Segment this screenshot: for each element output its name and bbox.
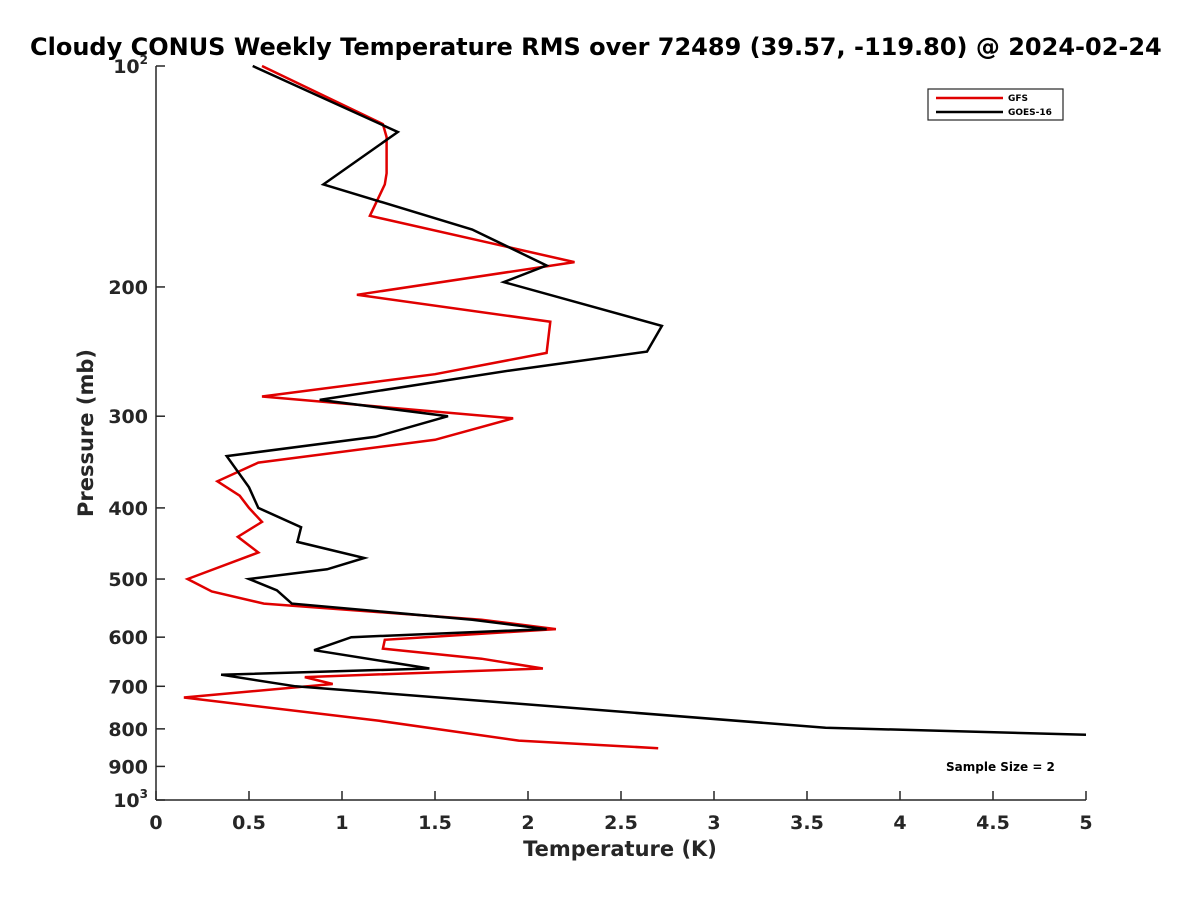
y-tick-label: 102 (113, 53, 148, 78)
series-line-gfs (183, 64, 659, 750)
y-tick-base: 800 (108, 719, 148, 741)
chart-title: Cloudy CONUS Weekly Temperature RMS over… (30, 33, 1162, 61)
y-tick-label: 103 (113, 787, 148, 812)
y-tick-label: 800 (108, 719, 148, 741)
y-tick-label: 600 (108, 627, 148, 649)
y-tick-exponent: 3 (140, 787, 148, 801)
y-tick-label: 500 (108, 569, 148, 591)
y-tick-exponent: 2 (140, 53, 148, 67)
y-tick-base: 500 (108, 569, 148, 591)
legend: GFS GOES-16 (927, 88, 1064, 121)
y-tick-base: 700 (108, 676, 148, 698)
sample-size-note: Sample Size = 2 (946, 760, 1055, 774)
y-tick-base: 300 (108, 406, 148, 428)
legend-label: GFS (1008, 94, 1028, 104)
legend-box (927, 88, 1064, 121)
x-axis-label: Temperature (K) (523, 837, 717, 861)
y-tick-base: 200 (108, 277, 148, 299)
x-tick-label: 2.5 (604, 812, 638, 834)
x-tick-label: 3.5 (790, 812, 824, 834)
legend-label: GOES-16 (1008, 108, 1052, 118)
x-tick-label: 1 (335, 812, 348, 834)
x-tick-label: 3 (707, 812, 720, 834)
x-tick-label: 4 (893, 812, 906, 834)
x-tick-label: 0 (149, 812, 162, 834)
y-tick-base: 600 (108, 627, 148, 649)
y-tick-label: 700 (108, 676, 148, 698)
x-tick-label: 0.5 (232, 812, 266, 834)
y-tick-label: 200 (108, 277, 148, 299)
y-tick-base: 10 (113, 56, 139, 78)
axes: 0 0.5 1 1.5 2 2.5 3 3.5 4 4.5 51022003004005006007… (108, 53, 1092, 834)
x-tick-label: 1.5 (418, 812, 452, 834)
y-tick-label: 400 (108, 498, 148, 520)
y-tick-base: 10 (113, 790, 139, 812)
y-axis-label: Pressure (mb) (74, 349, 98, 517)
y-tick-label: 300 (108, 406, 148, 428)
y-tick-base: 900 (108, 756, 148, 778)
series-line-goes-16 (220, 64, 1087, 737)
plot-lines (183, 64, 1087, 750)
x-tick-label: 5 (1079, 812, 1092, 834)
y-tick-base: 400 (108, 498, 148, 520)
y-tick-label: 900 (108, 756, 148, 778)
x-tick-label: 4.5 (976, 812, 1010, 834)
x-tick-label: 2 (521, 812, 534, 834)
